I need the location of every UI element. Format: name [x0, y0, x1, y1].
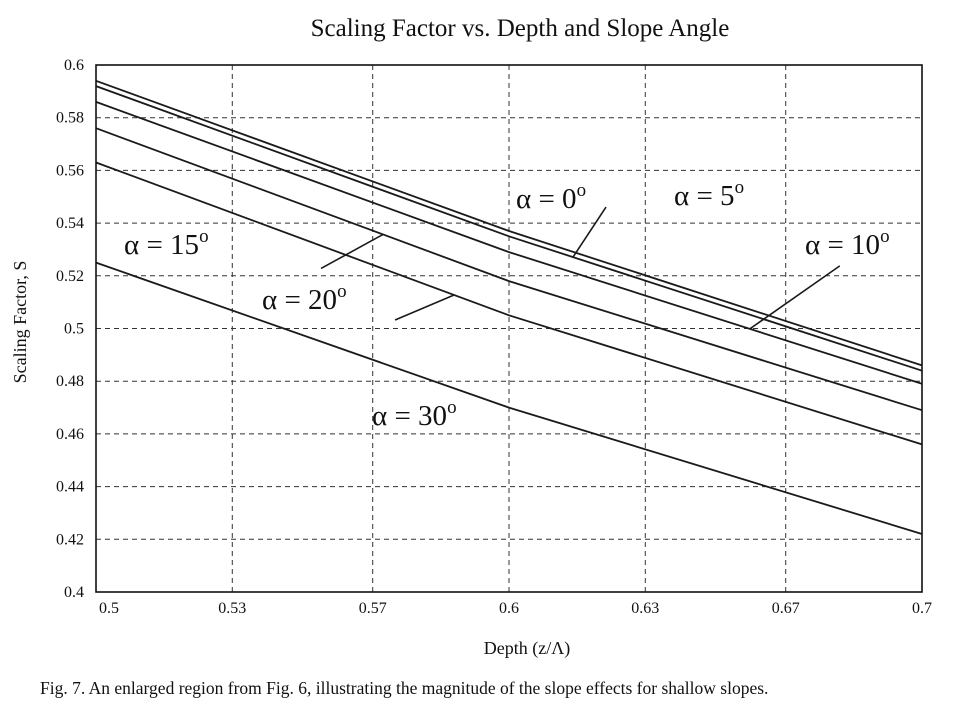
y-tick-label: 0.56 [56, 162, 84, 179]
series-line-alpha-10 [95, 101, 923, 385]
curve-label-alpha-15: α = 15o [124, 226, 209, 261]
y-tick-label: 0.46 [56, 426, 84, 443]
y-tick-label: 0.52 [56, 268, 84, 285]
chart-title: Scaling Factor vs. Depth and Slope Angle [311, 15, 730, 42]
y-tick-label: 0.48 [56, 373, 84, 390]
y-axis-label: Scaling Factor, S [10, 261, 30, 384]
x-tick-label: 0.7 [912, 600, 932, 617]
x-axis-label: Depth (z/Λ) [484, 638, 571, 659]
figure-caption: Fig. 7. An enlarged region from Fig. 6, … [40, 678, 768, 698]
y-tick-label: 0.42 [56, 531, 84, 548]
leader-line-alpha-20 [394, 294, 455, 321]
leader-line-alpha-15 [320, 233, 384, 270]
curve-label-alpha-20: α = 20o [262, 281, 347, 316]
leader-line-alpha-5 [572, 206, 607, 258]
series-layer [95, 79, 923, 535]
y-tick-label: 0.5 [64, 321, 84, 338]
x-tick-label: 0.5 [99, 600, 119, 617]
y-tick-label: 0.4 [64, 584, 84, 601]
x-tick-label: 0.57 [359, 600, 387, 617]
y-tick-label: 0.58 [56, 110, 84, 127]
series-line-alpha-15 [95, 127, 923, 412]
plot-frame [95, 64, 923, 593]
curve-label-alpha-5: α = 5o [674, 177, 744, 212]
x-tick-label: 0.6 [499, 600, 519, 617]
curve-label-alpha-0: α = 0o [516, 180, 586, 215]
tick-label-layer: 0.4 0.42 0.44 0.46 0.48 0.5 0.52 0.54 0.56 0.58 0.… [56, 57, 932, 617]
series-line-alpha-20 [95, 161, 923, 446]
series-line-alpha-30 [95, 261, 923, 535]
annotation-layer: α = 0o α = 5o α = 10o α = 15o α = 20o α = 30o [124, 177, 890, 432]
curve-label-alpha-30: α = 30o [372, 397, 457, 432]
x-tick-label: 0.63 [631, 600, 659, 617]
curve-label-alpha-10: α = 10o [805, 226, 890, 261]
series-line-alpha-5 [95, 85, 923, 372]
series-line-alpha-0 [95, 79, 923, 367]
leader-layer [320, 206, 841, 330]
y-tick-label: 0.54 [56, 215, 84, 232]
grid-layer [96, 65, 922, 592]
x-tick-label: 0.53 [218, 600, 246, 617]
y-tick-label: 0.44 [56, 479, 84, 496]
y-tick-label: 0.6 [64, 57, 84, 74]
leader-line-alpha-10 [749, 265, 841, 330]
x-tick-label: 0.67 [772, 600, 800, 617]
